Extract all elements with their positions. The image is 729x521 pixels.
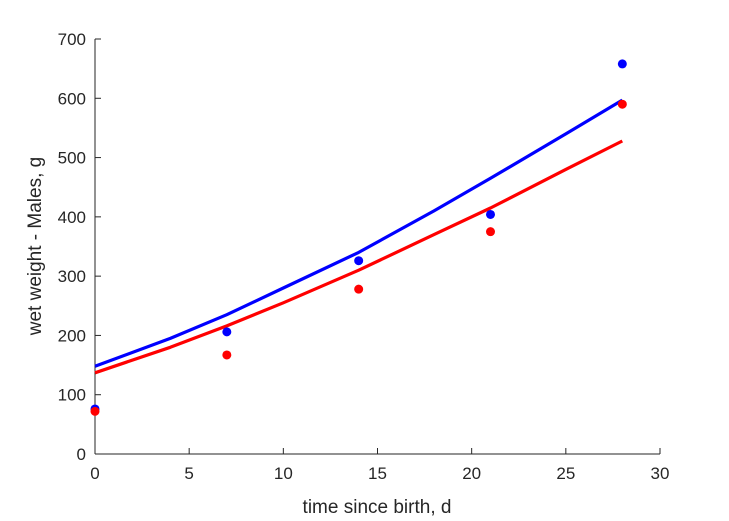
x-tick-label: 0 <box>90 464 99 483</box>
y-tick-label: 200 <box>58 326 86 345</box>
data-points <box>90 59 627 416</box>
y-tick-label: 0 <box>77 445 86 464</box>
fit-curve-1 <box>94 98 624 368</box>
y-tick-label: 100 <box>58 386 86 405</box>
x-tick-label: 25 <box>556 464 575 483</box>
fit-curves <box>94 98 624 375</box>
y-tick-label: 500 <box>58 149 86 168</box>
data-point-series-1 <box>354 256 364 266</box>
y-axis-label: wet weight - Males, g <box>25 157 46 336</box>
data-point-series-1 <box>222 327 232 337</box>
x-tick-label: 5 <box>184 464 193 483</box>
y-tick-label: 700 <box>58 30 86 49</box>
data-point-series-1 <box>486 209 495 219</box>
x-ticks: 0 5 10 15 20 25 30 <box>90 448 669 483</box>
axes <box>94 39 660 455</box>
fit-curve-2 <box>94 139 624 375</box>
y-ticks: 0 100 200 300 400 500 600 700 <box>58 30 101 464</box>
data-point-series-1 <box>617 59 627 69</box>
data-point-series-2 <box>617 99 627 109</box>
data-point-series-2 <box>222 350 232 360</box>
y-tick-label: 600 <box>58 89 86 108</box>
data-point-series-2 <box>354 284 364 294</box>
x-tick-label: 30 <box>651 464 670 483</box>
data-point-series-2 <box>486 227 495 237</box>
y-tick-label: 400 <box>58 208 86 227</box>
x-tick-label: 15 <box>368 464 387 483</box>
data-point-series-2 <box>90 406 100 416</box>
x-tick-label: 10 <box>274 464 293 483</box>
y-tick-label: 300 <box>58 267 86 286</box>
x-axis-label: time since birth, d <box>303 497 452 518</box>
x-tick-label: 20 <box>462 464 481 483</box>
